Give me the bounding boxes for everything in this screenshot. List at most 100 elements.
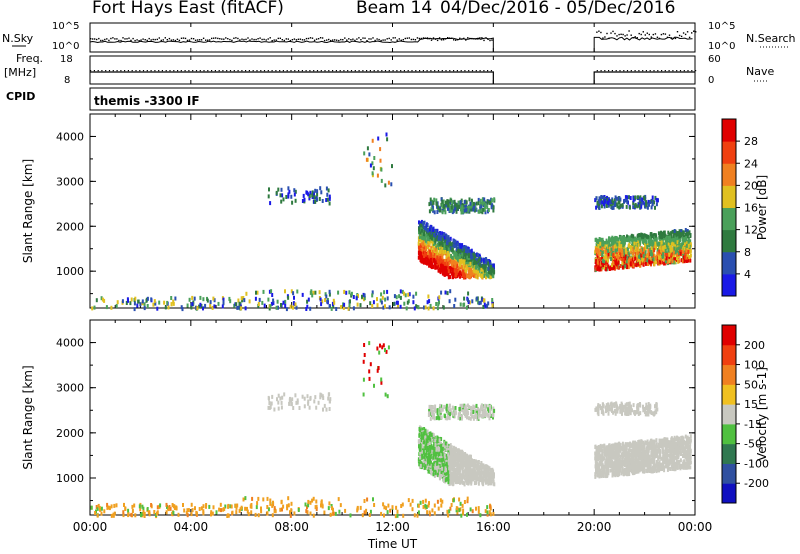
data-cell [461,207,464,212]
data-cell [642,240,645,245]
data-cell [448,261,451,266]
data-cell [642,254,645,259]
data-cell [413,306,416,311]
data-cell [668,232,671,237]
data-cell [596,200,599,205]
nsearch-point [132,37,134,40]
data-cell [464,268,467,273]
nsearch-point [229,38,231,41]
colorbar-tick-label: -200 [744,477,769,490]
data-cell [483,474,486,479]
nsearch-point [598,30,600,32]
data-cell [419,230,422,235]
data-cell [601,255,604,260]
data-cell [597,250,599,255]
data-cell [669,235,672,240]
data-cell [125,301,128,305]
data-cell [250,510,253,515]
data-cell [601,253,604,257]
data-cell [450,262,453,267]
data-cell [267,194,270,199]
data-cell [651,195,654,200]
data-cell [677,238,680,243]
data-cell [314,290,317,295]
data-cell [669,245,672,250]
data-cell [676,252,678,257]
data-cell [597,203,600,208]
data-cell [123,503,125,507]
data-cell [426,259,429,264]
data-cell [395,295,398,300]
data-cell [365,508,368,513]
data-cell [479,272,482,277]
data-cell [641,258,644,263]
data-cell [156,306,159,311]
data-cell [417,510,420,515]
data-cell [467,458,470,463]
data-cell [661,255,664,260]
data-cell [421,463,424,468]
data-cell [424,498,427,503]
nave-point [294,70,296,72]
nsearch-point [192,38,195,40]
nsearch-point [124,38,126,40]
colorbar-tick-label: -15 [744,418,762,431]
data-cell [475,506,477,511]
data-cell [439,476,441,481]
data-cell [280,500,283,505]
data-cell [492,263,495,268]
data-cell [258,297,261,302]
nsearch-point [180,37,183,39]
data-cell [423,305,425,310]
data-cell [418,255,421,260]
data-cell [648,259,651,264]
data-cell [618,196,621,201]
nsearch-point [205,39,207,41]
data-cell [428,209,431,214]
data-cell [451,271,453,276]
data-cell [471,262,474,266]
nsearch-point [634,36,636,38]
data-cell [284,289,286,294]
data-cell [467,274,470,279]
data-cell [483,197,486,202]
data-cell [627,236,630,241]
data-cell [471,299,474,304]
data-cell [436,435,439,440]
data-cell [607,255,610,260]
data-cell [629,196,632,200]
data-cell [671,259,674,264]
data-cell [202,509,205,514]
nave-point [403,70,405,72]
data-cell [645,234,648,239]
nave-point [471,70,474,72]
data-cell [449,201,452,206]
data-cell [281,193,284,198]
data-cell [595,205,598,210]
nave-label: Nave [746,65,774,78]
data-cell [476,471,479,475]
data-cell [307,297,310,302]
nsearch-point [92,38,94,40]
nave-point [180,70,182,72]
data-cell [617,200,620,205]
data-cell [461,243,464,248]
data-cell [487,266,490,271]
data-cell [672,237,675,242]
data-cell [465,257,468,262]
nsearch-point [309,37,312,39]
data-cell [644,256,647,261]
data-cell [307,499,310,504]
data-cell [667,247,670,252]
data-cell [687,258,689,263]
nsearch-point [396,39,398,41]
data-cell [678,241,681,246]
data-cell [648,252,651,257]
data-cell [196,306,199,311]
data-cell [598,196,601,201]
nsearch-point [317,38,320,40]
nsearch-point [626,34,628,36]
nsearch-point [279,37,281,39]
data-cell [661,238,664,243]
data-cell [307,192,310,197]
